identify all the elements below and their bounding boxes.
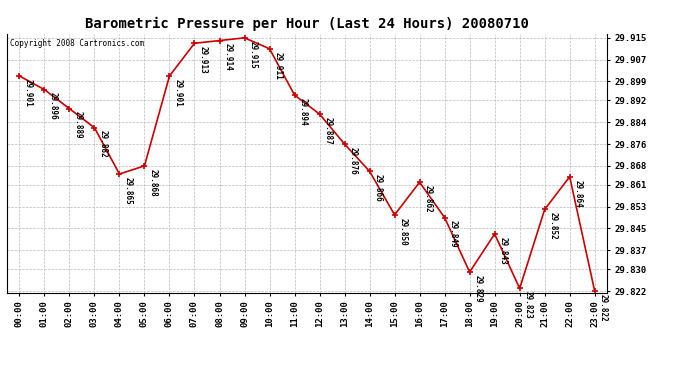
Title: Barometric Pressure per Hour (Last 24 Hours) 20080710: Barometric Pressure per Hour (Last 24 Ho… [85, 17, 529, 31]
Text: 29.896: 29.896 [48, 92, 57, 120]
Text: 29.876: 29.876 [348, 147, 357, 175]
Text: 29.901: 29.901 [174, 79, 183, 106]
Text: 29.822: 29.822 [599, 294, 608, 322]
Text: 29.914: 29.914 [224, 44, 233, 71]
Text: 29.882: 29.882 [99, 130, 108, 158]
Text: 29.894: 29.894 [299, 98, 308, 126]
Text: 29.866: 29.866 [374, 174, 383, 202]
Text: 29.913: 29.913 [199, 46, 208, 74]
Text: Copyright 2008 Cartronics.com: Copyright 2008 Cartronics.com [10, 39, 144, 48]
Text: 29.901: 29.901 [23, 79, 32, 106]
Text: 29.823: 29.823 [524, 291, 533, 319]
Text: 29.849: 29.849 [448, 220, 457, 248]
Text: 29.829: 29.829 [474, 275, 483, 303]
Text: 29.889: 29.889 [74, 111, 83, 139]
Text: 29.843: 29.843 [499, 237, 508, 264]
Text: 29.911: 29.911 [274, 51, 283, 79]
Text: 29.868: 29.868 [148, 169, 157, 196]
Text: 29.852: 29.852 [549, 212, 558, 240]
Text: 29.864: 29.864 [574, 180, 583, 207]
Text: 29.915: 29.915 [248, 40, 257, 68]
Text: 29.850: 29.850 [399, 217, 408, 245]
Text: 29.887: 29.887 [324, 117, 333, 145]
Text: 29.865: 29.865 [124, 177, 132, 204]
Text: 29.862: 29.862 [424, 185, 433, 213]
